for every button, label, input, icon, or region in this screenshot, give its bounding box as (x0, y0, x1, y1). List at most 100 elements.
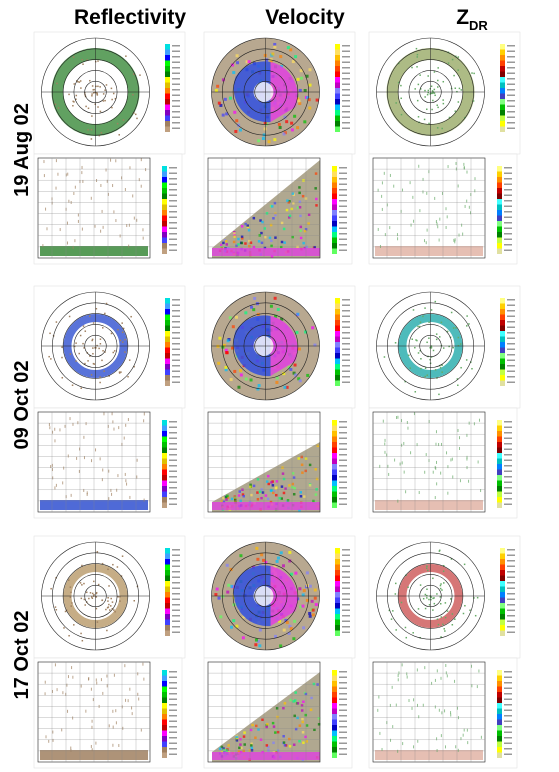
echo (71, 494, 72, 497)
echo (417, 54, 419, 56)
colorbar-cell (162, 681, 167, 687)
colorbar-cell (165, 581, 170, 587)
echo (396, 704, 397, 707)
colorbar-cell (497, 166, 502, 172)
echo (112, 744, 113, 747)
colorbar-text (169, 688, 177, 690)
noise (250, 378, 253, 381)
echo (101, 360, 103, 362)
echo (68, 200, 69, 203)
colorbar-text (507, 615, 515, 617)
echo (440, 367, 442, 369)
colorbar-text (339, 726, 347, 728)
noise (301, 464, 304, 467)
echo (412, 707, 413, 710)
colorbar-cell (162, 492, 167, 498)
echo (427, 229, 428, 232)
colorbar-cell (497, 698, 502, 704)
colorbar-cell (332, 492, 337, 498)
colorbar-cell (165, 548, 170, 554)
colorbar-text (342, 95, 350, 97)
echo (120, 340, 122, 342)
noise (294, 364, 297, 367)
noise (274, 236, 277, 239)
colorbar-text (169, 504, 177, 506)
echo (463, 734, 464, 737)
noise (316, 478, 319, 481)
row-label: 09 Oct 02 (11, 361, 33, 450)
echo (402, 742, 403, 745)
colorbar-cell (332, 199, 337, 205)
noise (296, 313, 299, 316)
echo (91, 129, 93, 131)
echo (437, 222, 438, 225)
echo (125, 479, 126, 482)
colorbar-cell (497, 437, 502, 443)
colorbar-cell (335, 587, 340, 593)
colorbar-text (504, 438, 512, 440)
noise (225, 240, 228, 243)
echo (56, 484, 57, 487)
echo (114, 611, 116, 613)
colorbar-cell (500, 554, 505, 560)
colorbar-text (342, 73, 350, 75)
noise (271, 53, 274, 56)
echo (82, 180, 83, 183)
echo (424, 96, 426, 98)
noise (276, 716, 279, 719)
echo (100, 230, 101, 233)
colorbar-text (342, 555, 350, 557)
noise (283, 629, 286, 632)
echo (102, 692, 103, 695)
echo (96, 179, 97, 182)
echo (91, 726, 92, 729)
colorbar-cell (332, 692, 337, 698)
echo (102, 210, 103, 213)
noise (239, 554, 242, 557)
colorbar-text (172, 332, 180, 334)
noise (315, 493, 318, 496)
noise (227, 584, 230, 587)
colorbar-text (172, 604, 180, 606)
colorbar-cell (500, 570, 505, 576)
echo (434, 89, 436, 91)
colorbar-text (507, 128, 515, 130)
echo (419, 209, 420, 212)
noise (284, 744, 287, 747)
echo (129, 359, 131, 361)
echo (437, 225, 438, 228)
colorbar-text (507, 67, 515, 69)
colorbar-cell (165, 326, 170, 332)
colorbar-cell (162, 736, 167, 742)
colorbar-cell (162, 172, 167, 178)
colorbar-text (169, 421, 177, 423)
echo (102, 468, 103, 471)
noise (291, 208, 294, 211)
colorbar-cell (162, 753, 167, 759)
noise (221, 595, 224, 598)
colorbar-text (504, 754, 512, 756)
colorbar-text (504, 732, 512, 734)
echo (111, 88, 113, 90)
echo (418, 84, 420, 86)
colorbar-text (169, 200, 177, 202)
echo (468, 480, 469, 483)
colorbar-cell (497, 486, 502, 492)
colorbar-cell (332, 172, 337, 178)
echo (452, 624, 454, 626)
echo (428, 123, 430, 125)
noise (316, 99, 319, 102)
colorbar-cell (500, 592, 505, 598)
colorbar-cell (165, 603, 170, 609)
echo (49, 333, 51, 335)
echo (80, 387, 82, 389)
echo (143, 237, 144, 240)
colorbar-cell (165, 99, 170, 105)
echo (401, 114, 403, 116)
echo (450, 714, 451, 717)
echo (414, 88, 416, 90)
echo (429, 420, 430, 423)
echo (74, 83, 76, 85)
echo (89, 80, 91, 82)
echo (97, 86, 99, 88)
